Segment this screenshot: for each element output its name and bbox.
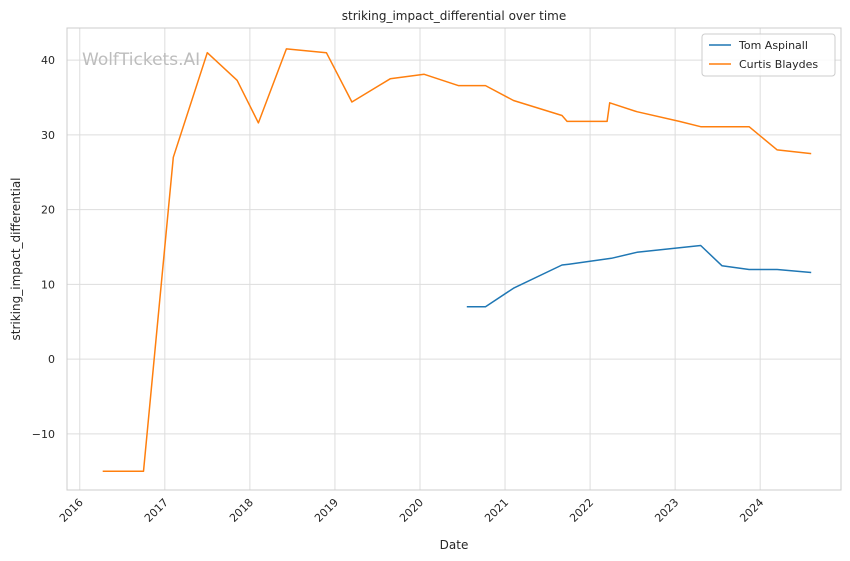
y-axis-label: striking_impact_differential [9, 177, 23, 340]
y-tick-label: 20 [41, 204, 55, 217]
series-line-tom-aspinall [466, 244, 812, 308]
legend-label: Tom Aspinall [738, 39, 808, 52]
legend: Tom Aspinall Curtis Blaydes [701, 33, 836, 77]
watermark: WolfTickets.AI [82, 50, 200, 70]
legend-box [701, 33, 836, 77]
series-line-curtis-blaydes [102, 48, 812, 473]
legend-label: Curtis Blaydes [739, 58, 818, 71]
grid [67, 28, 841, 490]
y-tick-label: 30 [41, 129, 55, 142]
chart-title: striking_impact_differential over time [342, 9, 567, 23]
y-tick-label: 40 [41, 54, 55, 67]
x-axis-label: Date [440, 538, 469, 552]
series-lines [102, 48, 812, 473]
y-tick-label: 0 [48, 353, 55, 366]
y-axis-ticks: −10 0 10 20 30 40 [32, 54, 55, 441]
y-tick-label: 10 [41, 278, 55, 291]
y-tick-label: −10 [32, 428, 55, 441]
plot-area-frame [66, 27, 842, 491]
